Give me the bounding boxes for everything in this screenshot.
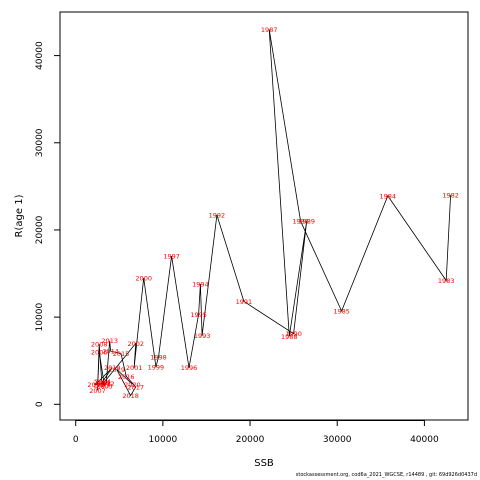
- point-label-1986: 1986: [292, 218, 309, 226]
- point-label-2014: 2014: [102, 348, 119, 356]
- point-label-1985: 1985: [333, 308, 350, 316]
- point-label-1992: 1992: [209, 212, 226, 220]
- y-tick-label: 40000: [35, 41, 45, 70]
- point-label-2015: 2015: [113, 350, 130, 358]
- point-label-2009: 2009: [94, 379, 111, 387]
- plot-frame: [59, 11, 469, 421]
- point-label-1997: 1997: [163, 253, 180, 261]
- point-label-2006: 2006: [91, 349, 108, 357]
- point-label-2001: 2001: [126, 364, 143, 372]
- point-label-2005: 2005: [96, 383, 113, 391]
- point-label-1983: 1983: [438, 277, 455, 285]
- point-label-2020: 2020: [124, 381, 141, 389]
- point-label-2018: 2018: [122, 392, 139, 400]
- point-label-2013: 2013: [101, 337, 118, 345]
- point-label-2019: 2019: [108, 366, 125, 374]
- axes: 0 10000 20000 30000 40000 0 10000 20000 30000 400…: [35, 41, 439, 445]
- x-axis-label: SSB: [254, 458, 274, 469]
- point-label-1989: 1989: [298, 218, 315, 226]
- point-label-2016: 2016: [118, 373, 135, 381]
- point-label-2008: 2008: [91, 341, 108, 349]
- point-label-1984: 1984: [380, 192, 397, 200]
- point-label-2007: 2007: [89, 387, 106, 395]
- x-tick-label: 10000: [149, 435, 178, 445]
- point-label-1991: 1991: [236, 298, 253, 306]
- point-label-1994: 1994: [192, 281, 209, 289]
- point-label-1990: 1990: [285, 330, 302, 338]
- point-label-2000: 2000: [135, 274, 152, 282]
- y-tick-label: 20000: [35, 215, 45, 244]
- y-tick-label: 10000: [35, 303, 45, 332]
- x-tick-label: 0: [73, 435, 79, 445]
- point-label-2017: 2017: [128, 383, 145, 391]
- point-label-1998: 1998: [150, 354, 167, 362]
- point-label-2004: 2004: [94, 378, 111, 386]
- x-tick-label: 30000: [323, 435, 352, 445]
- point-label-1995: 1995: [190, 311, 207, 319]
- point-label-2011: 2011: [87, 381, 104, 389]
- y-axis-label: R(age 1): [14, 194, 25, 237]
- point-label-1999: 1999: [148, 363, 165, 371]
- y-tick-label: 30000: [35, 128, 45, 157]
- point-label-1982: 1982: [442, 192, 459, 200]
- series-line: [94, 29, 451, 397]
- point-label-2002: 2002: [128, 340, 145, 348]
- point-label-1987: 1987: [261, 26, 278, 34]
- point-label-2012: 2012: [98, 380, 115, 388]
- point-label-1996: 1996: [181, 364, 198, 372]
- point-label-2003: 2003: [94, 382, 111, 390]
- y-tick-label: 0: [35, 401, 45, 407]
- point-label-1988: 1988: [281, 333, 298, 341]
- x-tick-label: 40000: [410, 435, 439, 445]
- point-label-2010: 2010: [104, 364, 121, 372]
- footer-credit: stockassessment.org, cod6a_2021_WGCSE, r…: [295, 472, 477, 478]
- point-labels: 1982 1983 1984 1985 1986 1987 1988 1989 1990 1991…: [87, 26, 458, 400]
- point-label-1993: 1993: [194, 332, 211, 340]
- x-tick-label: 20000: [236, 435, 265, 445]
